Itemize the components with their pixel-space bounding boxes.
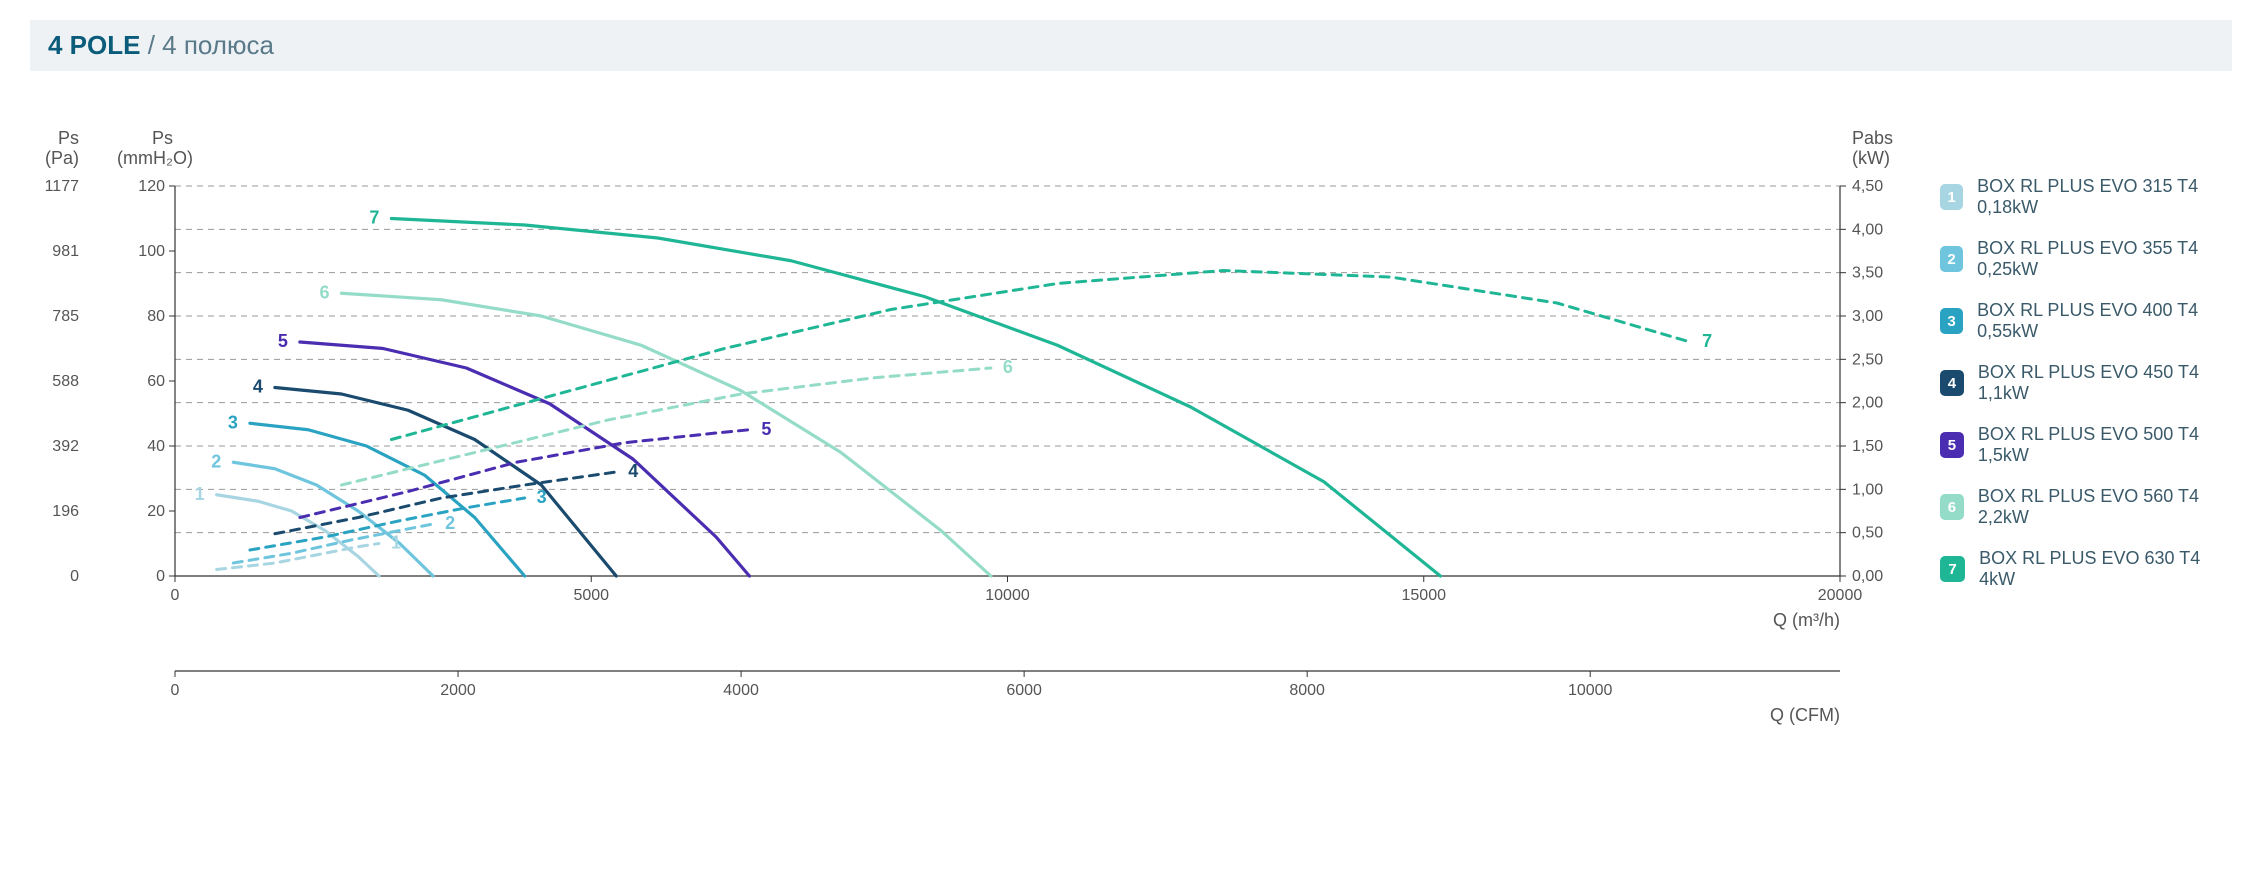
legend-item-3: 3 BOX RL PLUS EVO 400 T4 0,55kW — [1940, 300, 2232, 342]
svg-text:4000: 4000 — [723, 682, 759, 699]
legend-label: BOX RL PLUS EVO 315 T4 0,18kW — [1977, 176, 2232, 218]
svg-text:Q (CFM): Q (CFM) — [1770, 705, 1840, 725]
svg-text:1,00: 1,00 — [1852, 481, 1883, 498]
svg-text:80: 80 — [147, 308, 165, 325]
svg-text:(kW): (kW) — [1852, 148, 1890, 168]
svg-text:20: 20 — [147, 503, 165, 520]
svg-text:2: 2 — [211, 451, 221, 471]
svg-text:0: 0 — [171, 587, 180, 604]
svg-text:(Pa): (Pa) — [45, 148, 79, 168]
title-light: / 4 полюса — [140, 30, 273, 60]
legend-label: BOX RL PLUS EVO 560 T4 2,2kW — [1978, 486, 2232, 528]
svg-text:2: 2 — [445, 513, 455, 533]
svg-text:0: 0 — [156, 568, 165, 585]
svg-text:3,00: 3,00 — [1852, 308, 1883, 325]
svg-text:785: 785 — [52, 308, 79, 325]
legend-label: BOX RL PLUS EVO 355 T4 0,25kW — [1977, 238, 2232, 280]
legend-item-4: 4 BOX RL PLUS EVO 450 T4 1,1kW — [1940, 362, 2232, 404]
legend-item-7: 7 BOX RL PLUS EVO 630 T4 4kW — [1940, 548, 2232, 590]
legend-swatch: 2 — [1940, 246, 1963, 272]
svg-text:3,50: 3,50 — [1852, 265, 1883, 282]
svg-text:5: 5 — [761, 419, 771, 439]
svg-text:6: 6 — [1003, 357, 1013, 377]
legend-label: BOX RL PLUS EVO 450 T4 1,1kW — [1978, 362, 2232, 404]
legend-label: BOX RL PLUS EVO 400 T4 0,55kW — [1977, 300, 2232, 342]
svg-text:7: 7 — [369, 208, 379, 228]
svg-text:Pabs: Pabs — [1852, 128, 1893, 148]
legend: 1 BOX RL PLUS EVO 315 T4 0,18kW 2 BOX RL PL… — [1910, 91, 2232, 841]
title-bar: 4 POLE / 4 полюса — [30, 20, 2232, 71]
svg-text:1: 1 — [391, 533, 401, 553]
svg-text:120: 120 — [138, 178, 165, 195]
legend-swatch: 1 — [1940, 184, 1963, 210]
legend-swatch: 7 — [1940, 556, 1965, 582]
svg-text:0: 0 — [171, 682, 180, 699]
svg-text:6000: 6000 — [1006, 682, 1042, 699]
svg-text:4,00: 4,00 — [1852, 221, 1883, 238]
svg-text:588: 588 — [52, 373, 79, 390]
svg-text:15000: 15000 — [1402, 587, 1447, 604]
svg-text:4: 4 — [253, 377, 263, 397]
svg-text:0,00: 0,00 — [1852, 568, 1883, 585]
svg-text:2000: 2000 — [440, 682, 476, 699]
svg-text:1177: 1177 — [45, 178, 80, 195]
svg-text:10000: 10000 — [1568, 682, 1613, 699]
svg-text:8000: 8000 — [1289, 682, 1325, 699]
svg-text:7: 7 — [1702, 331, 1712, 351]
svg-text:2,00: 2,00 — [1852, 395, 1883, 412]
svg-text:Ps: Ps — [58, 128, 79, 148]
svg-text:0: 0 — [70, 568, 79, 585]
svg-text:20000: 20000 — [1818, 587, 1863, 604]
performance-chart: 01963925887859811177Ps(Pa)02040608010012… — [30, 91, 1910, 841]
legend-swatch: 6 — [1940, 494, 1964, 520]
legend-item-2: 2 BOX RL PLUS EVO 355 T4 0,25kW — [1940, 238, 2232, 280]
legend-item-6: 6 BOX RL PLUS EVO 560 T4 2,2kW — [1940, 486, 2232, 528]
svg-text:196: 196 — [52, 503, 79, 520]
legend-label: BOX RL PLUS EVO 630 T4 4kW — [1979, 548, 2232, 590]
svg-text:981: 981 — [52, 243, 79, 260]
svg-text:392: 392 — [52, 438, 79, 455]
legend-swatch: 4 — [1940, 370, 1964, 396]
svg-text:1: 1 — [195, 484, 205, 504]
legend-item-5: 5 BOX RL PLUS EVO 500 T4 1,5kW — [1940, 424, 2232, 466]
svg-text:3: 3 — [228, 412, 238, 432]
svg-text:Ps: Ps — [152, 128, 173, 148]
svg-text:(mmH₂O): (mmH₂O) — [117, 148, 193, 168]
svg-text:4: 4 — [628, 461, 638, 481]
svg-text:6: 6 — [319, 282, 329, 302]
svg-text:5: 5 — [278, 331, 288, 351]
title-bold: 4 POLE — [48, 30, 140, 60]
svg-text:0,50: 0,50 — [1852, 525, 1883, 542]
svg-text:2,50: 2,50 — [1852, 351, 1883, 368]
svg-text:4,50: 4,50 — [1852, 178, 1883, 195]
svg-text:100: 100 — [138, 243, 165, 260]
svg-text:10000: 10000 — [985, 587, 1030, 604]
svg-text:1,50: 1,50 — [1852, 438, 1883, 455]
svg-text:Q (m³/h): Q (m³/h) — [1773, 610, 1840, 630]
svg-text:60: 60 — [147, 373, 165, 390]
svg-text:5000: 5000 — [573, 587, 609, 604]
svg-text:3: 3 — [537, 487, 547, 507]
legend-item-1: 1 BOX RL PLUS EVO 315 T4 0,18kW — [1940, 176, 2232, 218]
legend-label: BOX RL PLUS EVO 500 T4 1,5kW — [1978, 424, 2232, 466]
svg-text:40: 40 — [147, 438, 165, 455]
legend-swatch: 3 — [1940, 308, 1963, 334]
legend-swatch: 5 — [1940, 432, 1964, 458]
